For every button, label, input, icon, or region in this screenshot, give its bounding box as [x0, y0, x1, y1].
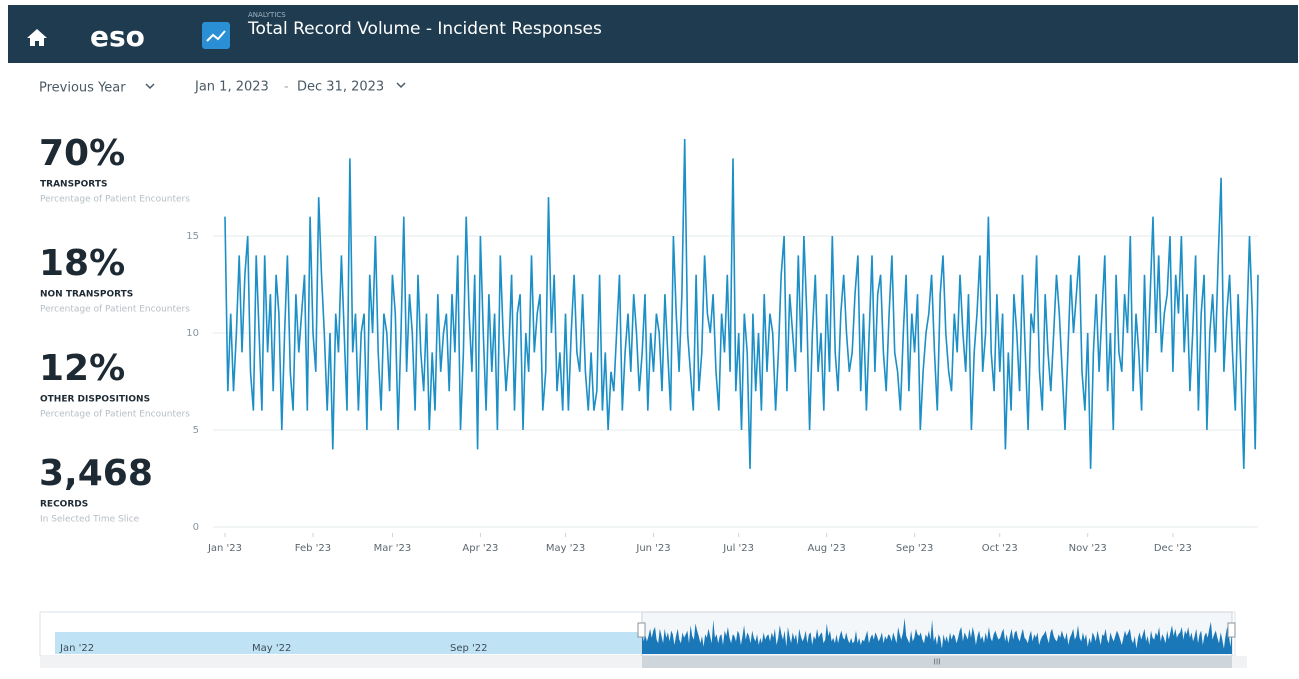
- period-filter[interactable]: Previous Year: [39, 81, 126, 96]
- page-title: Total Record Volume - Incident Responses: [247, 19, 602, 39]
- kpi-subtext: In Selected Time Slice: [40, 515, 140, 525]
- x-tick-label: Feb '23: [295, 543, 331, 554]
- x-tick-label: May '23: [546, 543, 585, 554]
- x-tick-label: Dec '23: [1154, 543, 1192, 554]
- handle-right[interactable]: [1228, 623, 1235, 637]
- date-separator: -: [284, 80, 289, 95]
- analytics-icon: [202, 22, 230, 49]
- kpi-subtext: Percentage of Patient Encounters: [40, 305, 190, 315]
- past-range-band: [55, 632, 642, 654]
- kpi-label: TRANSPORTS: [40, 180, 107, 190]
- kpi-label: RECORDS: [40, 500, 88, 510]
- end-date[interactable]: Dec 31, 2023: [297, 80, 384, 95]
- y-tick-label: 5: [193, 425, 199, 436]
- header-bar: [8, 5, 1298, 63]
- x-tick-label: Mar '23: [374, 543, 412, 554]
- dashboard: eso ANALYTICS Total Record Volume - Inci…: [0, 0, 1299, 675]
- x-tick-label: Jul '23: [722, 543, 754, 554]
- navigator: Jan '22 May '22 Sep '22 III: [40, 612, 1247, 668]
- kpi-label: OTHER DISPOSITIONS: [40, 395, 150, 405]
- kpi-subtext: Percentage of Patient Encounters: [40, 410, 190, 420]
- page: {"header": {"logo": "eso", "section": "A…: [0, 0, 1299, 675]
- x-tick-label: Nov '23: [1069, 543, 1107, 554]
- kpi-label: NON TRANSPORTS: [40, 290, 133, 300]
- section-label: ANALYTICS: [248, 11, 286, 19]
- y-tick-label: 15: [186, 231, 199, 242]
- kpi-value: 18%: [39, 243, 125, 284]
- y-tick-label: 0: [193, 522, 199, 533]
- kpi-subtext: Percentage of Patient Encounters: [40, 195, 190, 205]
- navigator-label: May '22: [252, 643, 291, 654]
- logo: eso: [90, 20, 145, 53]
- chevron: [146, 84, 154, 88]
- handle-left[interactable]: [638, 623, 645, 637]
- x-tick-label: Apr '23: [462, 543, 498, 554]
- kpi-value: 12%: [39, 348, 125, 389]
- navigator-label: Jan '22: [59, 643, 94, 654]
- x-tick-label: Jan '23: [207, 543, 242, 554]
- x-tick-label: Oct '23: [982, 543, 1018, 554]
- x-tick-label: Sep '23: [896, 543, 934, 554]
- x-tick-label: Aug '23: [808, 543, 846, 554]
- kpi-panel: 70% TRANSPORTS Percentage of Patient Encou…: [39, 133, 190, 525]
- scrollbar-grip: III: [933, 658, 940, 667]
- kpi-value: 3,468: [39, 453, 153, 494]
- start-date[interactable]: Jan 1, 2023: [194, 80, 269, 95]
- body: eso ANALYTICS Total Record Volume - Inci…: [0, 0, 1299, 675]
- navigator-label: Sep '22: [450, 643, 488, 654]
- x-tick-label: Jun '23: [635, 543, 670, 554]
- kpi-value: 70%: [39, 133, 125, 174]
- chevron: [397, 83, 405, 87]
- data-line: [225, 139, 1258, 469]
- line-chart: 0 5 10 15 Jan '23 Feb '23 Mar '23 Apr '23 May '2…: [186, 139, 1258, 554]
- y-tick-label: 10: [186, 328, 199, 339]
